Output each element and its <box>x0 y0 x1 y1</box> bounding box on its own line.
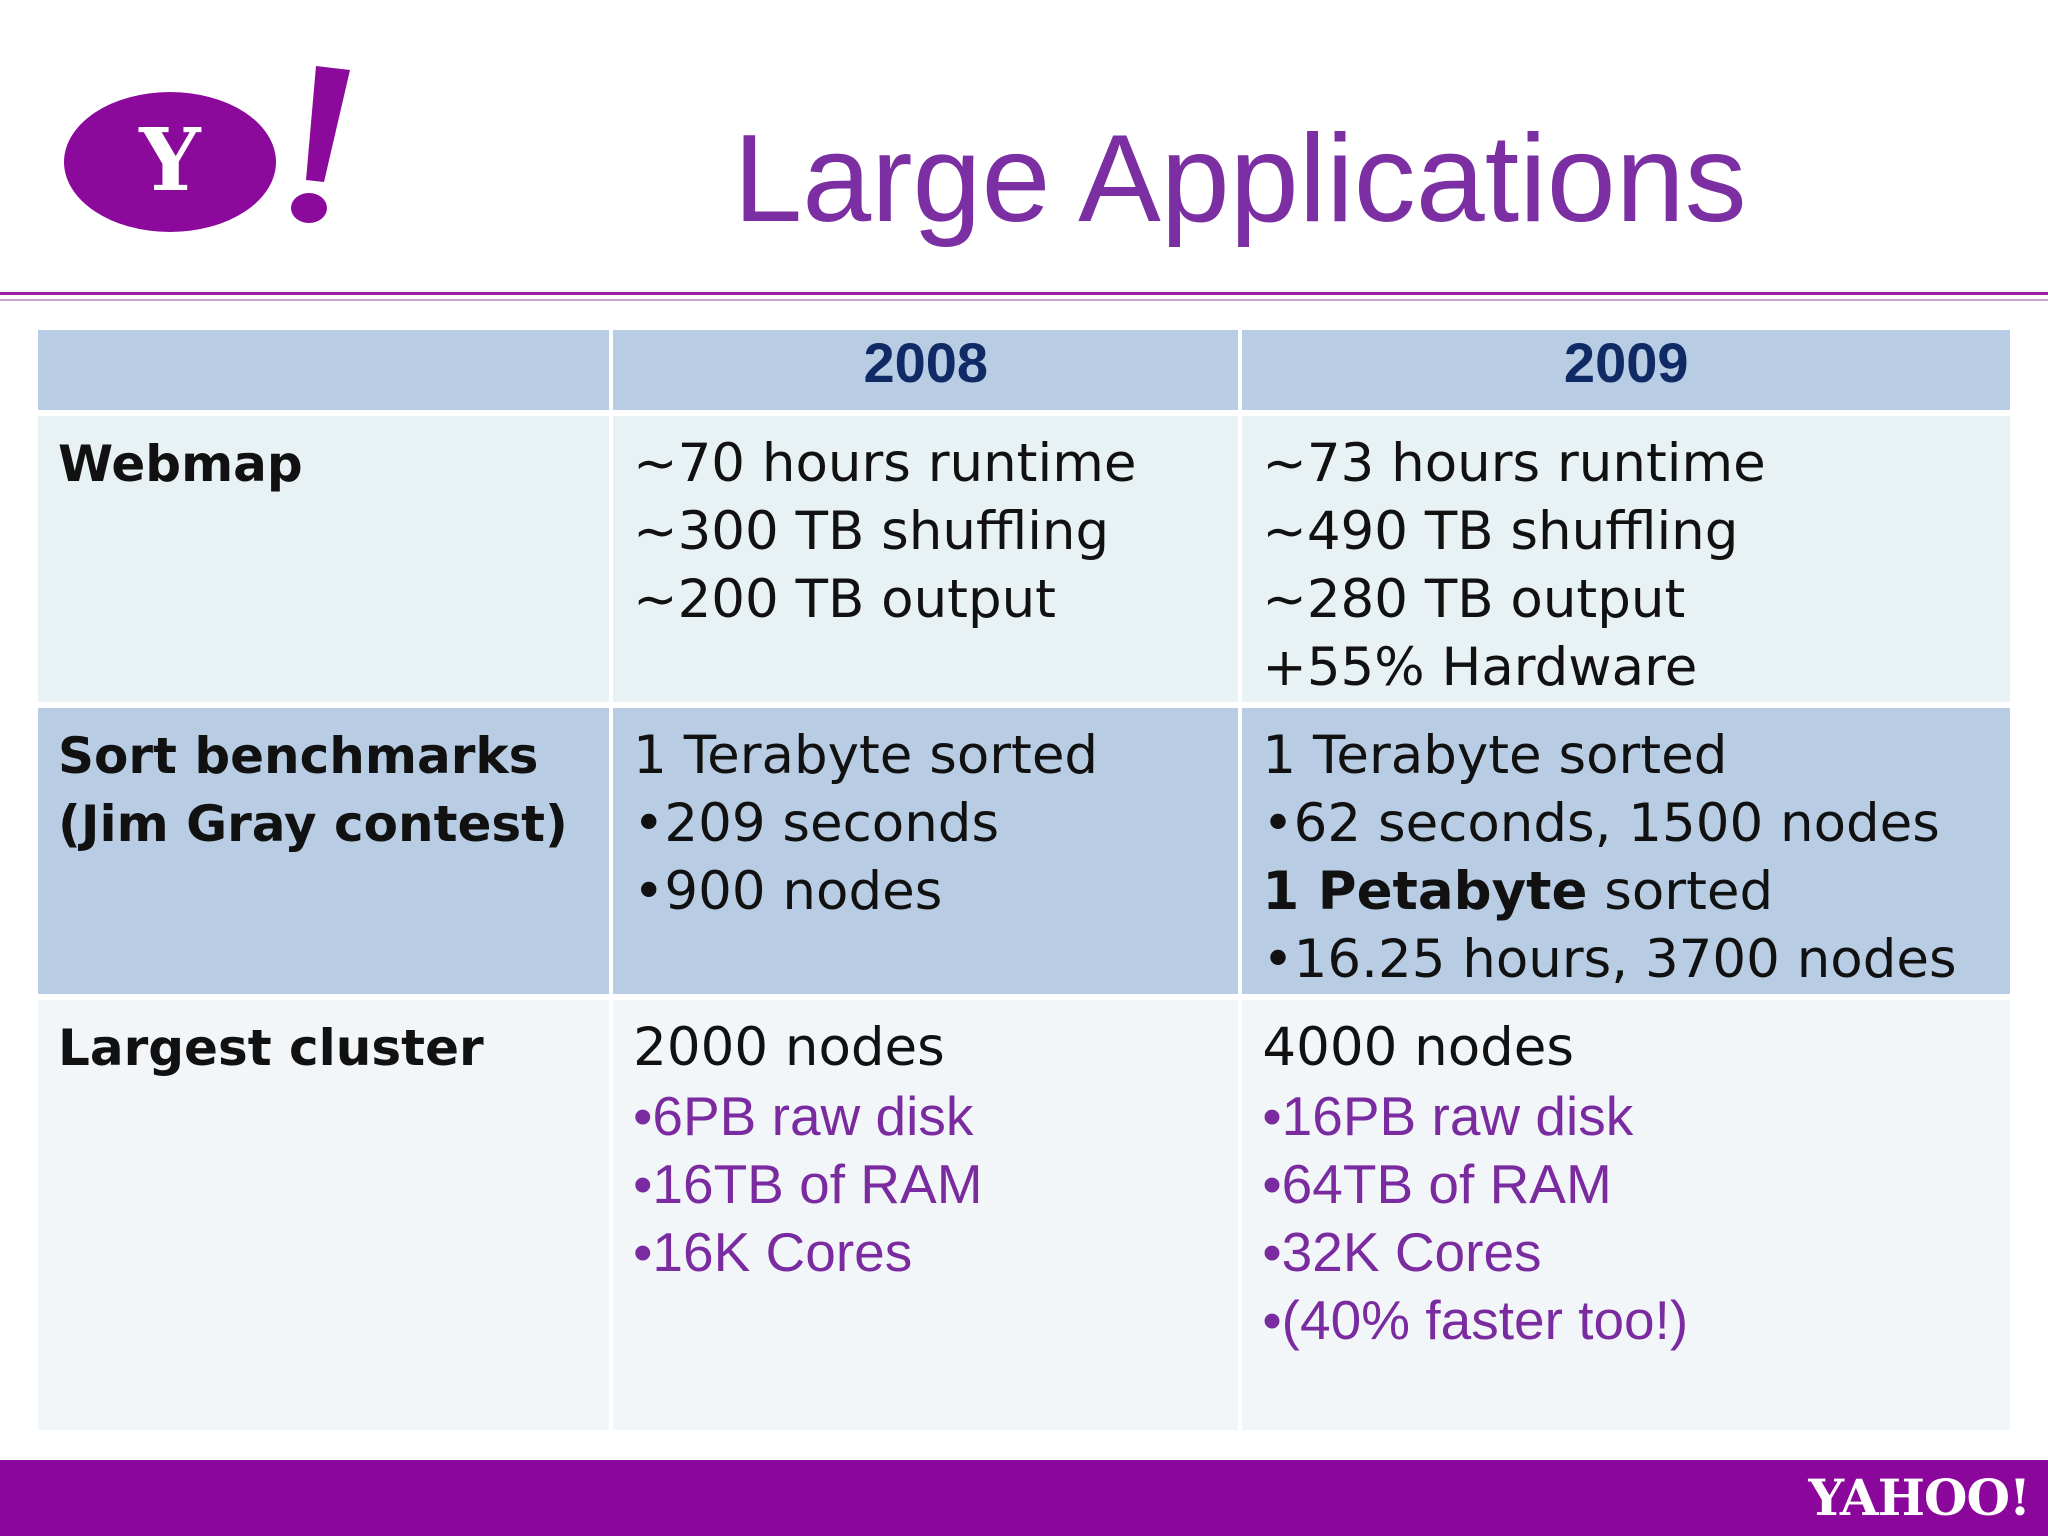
cell-line: •32K Cores <box>1262 1221 1542 1283</box>
page-title: Large Applications <box>733 110 1747 248</box>
cell-webmap-2009: ~73 hours runtime ~490 TB shuffling ~280… <box>1242 416 2010 702</box>
svg-text:Y: Y <box>138 110 202 211</box>
comparison-table: 2008 2009 Webmap ~70 hours runtime ~300 … <box>34 324 2014 1436</box>
cell-cluster-2009: 4000 nodes •16PB raw disk •64TB of RAM •… <box>1242 1000 2010 1430</box>
cell-line: •16K Cores <box>633 1221 913 1283</box>
footer-yahoo-logo: YAHOO! <box>1808 1468 2031 1527</box>
table-row-webmap: Webmap ~70 hours runtime ~300 TB shuffli… <box>38 416 2010 702</box>
cell-sort-2008: 1 Terabyte sorted •209 seconds •900 node… <box>613 708 1239 994</box>
row-label-line: Webmap <box>58 435 303 493</box>
row-label-largest-cluster: Largest cluster <box>38 1000 610 1430</box>
petabyte-rest-text: sorted <box>1587 861 1774 922</box>
title-divider <box>0 292 2048 295</box>
cell-line: 2000 nodes <box>633 1017 945 1078</box>
cell-line: •16.25 hours, 3700 nodes <box>1262 929 1957 990</box>
cell-line: •6PB raw disk <box>633 1085 974 1147</box>
cell-line-petabyte: 1 Petabyte sorted <box>1262 858 2010 926</box>
cell-line: ~200 TB output <box>633 569 1056 630</box>
row-label-line: Largest cluster <box>58 1019 484 1077</box>
cell-line: +55% Hardware <box>1262 637 1698 698</box>
cell-line: •62 seconds, 1500 nodes <box>1262 793 1940 854</box>
table-row-largest-cluster: Largest cluster 2000 nodes •6PB raw disk… <box>38 1000 2010 1430</box>
table-row-sort-benchmarks: Sort benchmarks (Jim Gray contest) 1 Ter… <box>38 708 2010 994</box>
cell-line: ~490 TB shuffling <box>1262 501 1739 562</box>
cell-webmap-2008: ~70 hours runtime ~300 TB shuffling ~200… <box>613 416 1239 702</box>
header-2009: 2009 <box>1242 330 2010 410</box>
cell-line: ~70 hours runtime <box>633 433 1137 494</box>
row-label-line: Sort benchmarks <box>58 727 539 785</box>
footer-bar: YAHOO! <box>0 1460 2048 1536</box>
petabyte-bold-text: 1 Petabyte <box>1262 861 1588 922</box>
cell-line: ~73 hours runtime <box>1262 433 1766 494</box>
cell-line: •(40% faster too!) <box>1262 1289 1689 1351</box>
cell-line: 4000 nodes <box>1262 1017 1575 1078</box>
header-empty-cell <box>38 330 610 410</box>
header-2008: 2008 <box>613 330 1239 410</box>
cell-sort-2009: 1 Terabyte sorted •62 seconds, 1500 node… <box>1242 708 2010 994</box>
row-label-webmap: Webmap <box>38 416 610 702</box>
title-divider-shadow <box>0 299 2048 301</box>
cell-line: •16TB of RAM <box>633 1153 983 1215</box>
table-header-row: 2008 2009 <box>38 330 2010 410</box>
cell-line: •209 seconds <box>633 793 1000 854</box>
cell-line: 1 Terabyte sorted <box>633 725 1099 786</box>
cell-line: •64TB of RAM <box>1262 1153 1612 1215</box>
cell-line: •16PB raw disk <box>1262 1085 1634 1147</box>
cell-line: ~280 TB output <box>1262 569 1686 630</box>
cell-cluster-2008: 2000 nodes •6PB raw disk •16TB of RAM •1… <box>613 1000 1239 1430</box>
cell-line: •900 nodes <box>633 861 943 922</box>
cell-line: 1 Terabyte sorted <box>1262 725 1728 786</box>
row-label-line: (Jim Gray contest) <box>58 795 568 853</box>
row-label-sort-benchmarks: Sort benchmarks (Jim Gray contest) <box>38 708 610 994</box>
yahoo-logo: Y <box>64 66 350 232</box>
cell-line: ~300 TB shuffling <box>633 501 1110 562</box>
